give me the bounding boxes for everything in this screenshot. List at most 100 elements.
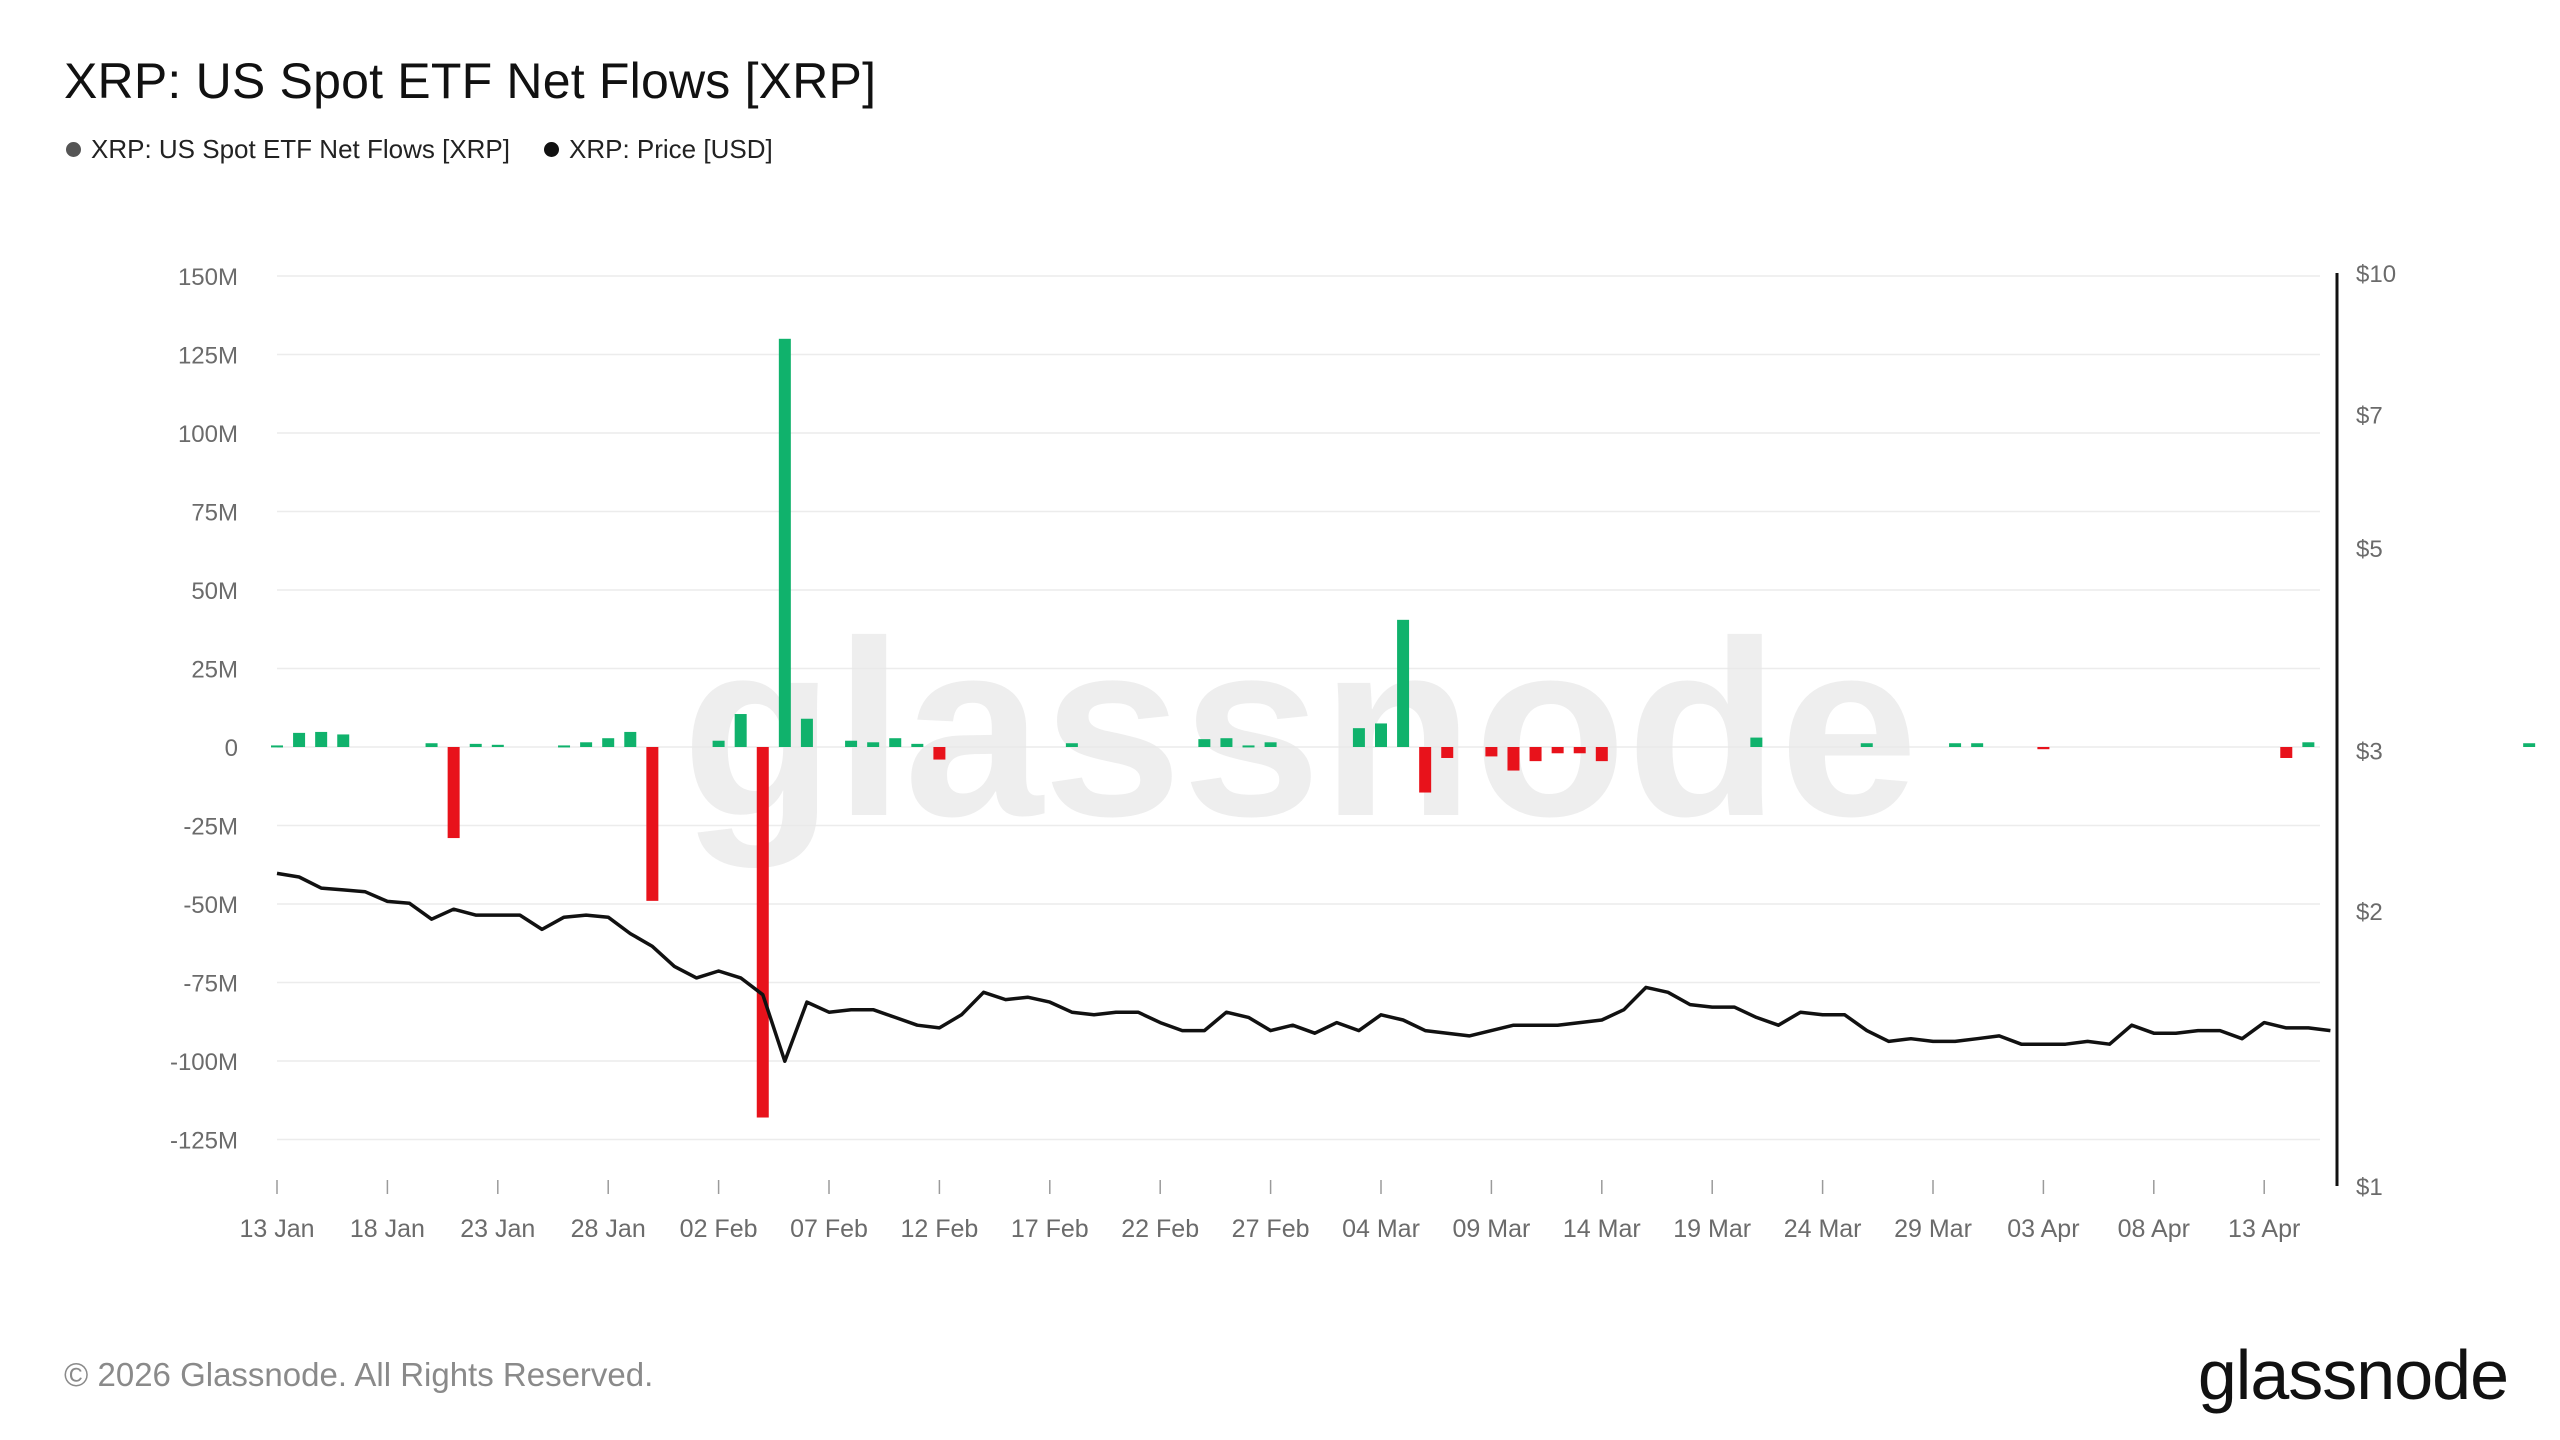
- flow-bar[interactable]: [1971, 743, 1984, 747]
- x-tick-label: 09 Mar: [1452, 1215, 1530, 1243]
- flow-bar[interactable]: [1242, 745, 1255, 748]
- x-tick-label: 14 Mar: [1563, 1215, 1641, 1243]
- y-right-tick-label: $2: [2356, 899, 2383, 926]
- x-tick-label: 04 Mar: [1342, 1215, 1420, 1243]
- x-tick-label: 17 Feb: [1011, 1215, 1089, 1243]
- flow-bar[interactable]: [1220, 738, 1233, 747]
- x-tick-label: 27 Feb: [1232, 1215, 1310, 1243]
- flow-bar[interactable]: [933, 747, 946, 760]
- x-tick-label: 24 Mar: [1784, 1215, 1862, 1243]
- x-tick-label: 13 Apr: [2228, 1215, 2300, 1243]
- chart-title: XRP: US Spot ETF Net Flows [XRP]: [64, 53, 877, 109]
- bars-layer: [271, 338, 2536, 1118]
- flow-bar[interactable]: [315, 731, 328, 747]
- legend-item-net-flows[interactable]: XRP: US Spot ETF Net Flows [XRP]: [66, 134, 510, 165]
- flow-bar[interactable]: [911, 743, 924, 747]
- x-tick-label: 03 Apr: [2007, 1215, 2079, 1243]
- flow-bar[interactable]: [491, 744, 504, 747]
- flow-bar[interactable]: [867, 742, 880, 747]
- x-tick-label: 22 Feb: [1121, 1215, 1199, 1243]
- flow-bar[interactable]: [2280, 747, 2293, 758]
- flow-bar[interactable]: [447, 747, 460, 839]
- flow-bar[interactable]: [1949, 743, 1962, 747]
- x-tick-label: 02 Feb: [680, 1215, 758, 1243]
- watermark: glassnode: [682, 589, 1918, 868]
- legend-label-price: XRP: Price [USD]: [569, 134, 773, 164]
- flow-bar[interactable]: [1573, 747, 1586, 754]
- grid-layer: [277, 275, 2320, 1141]
- flow-bar[interactable]: [1595, 747, 1608, 762]
- legend-dot-net-flows: [66, 142, 81, 157]
- y-left-tick-label: -50M: [183, 892, 238, 919]
- flow-bar[interactable]: [1860, 743, 1873, 747]
- flow-bar[interactable]: [469, 743, 482, 747]
- flow-bar[interactable]: [580, 742, 593, 747]
- flow-bar[interactable]: [1750, 737, 1763, 747]
- axes-layer: 150M 125M 100M 75M 50M 25M 0 -25M -50M -75M -100M -…: [170, 261, 2396, 1243]
- y-right-tick-label: $7: [2356, 402, 2383, 429]
- x-tick-label: 29 Mar: [1894, 1215, 1972, 1243]
- flow-bar[interactable]: [1419, 747, 1432, 793]
- flow-bar[interactable]: [734, 714, 747, 747]
- x-tick-label: 12 Feb: [900, 1215, 978, 1243]
- y-left-tick-label: 125M: [178, 343, 238, 370]
- flow-bar[interactable]: [1065, 743, 1078, 747]
- x-tick-label: 13 Jan: [239, 1215, 314, 1243]
- y-left-tick-label: -75M: [183, 971, 238, 998]
- y-left-tick-label: -100M: [170, 1049, 238, 1076]
- y-left-tick-label: 0: [225, 735, 238, 762]
- flow-bar[interactable]: [1198, 739, 1211, 747]
- flow-bar[interactable]: [2523, 743, 2536, 747]
- legend-item-price[interactable]: XRP: Price [USD]: [544, 134, 773, 165]
- copyright-footer: © 2026 Glassnode. All Rights Reserved.: [64, 1356, 654, 1393]
- x-tick-label: 18 Jan: [350, 1215, 425, 1243]
- legend-dot-price: [544, 142, 559, 157]
- flow-bar[interactable]: [1397, 619, 1410, 747]
- flow-bar[interactable]: [602, 738, 615, 747]
- flow-bar[interactable]: [1551, 747, 1564, 754]
- y-right-tick-label: $1: [2356, 1174, 2383, 1201]
- y-right-tick-label: $10: [2356, 261, 2396, 288]
- y-right-tick-label: $5: [2356, 536, 2383, 563]
- flow-bar[interactable]: [778, 338, 791, 747]
- y-left-tick-label: -25M: [183, 814, 238, 841]
- x-tick-label: 08 Apr: [2118, 1215, 2190, 1243]
- flow-bar[interactable]: [1529, 747, 1542, 762]
- flow-bar[interactable]: [2302, 742, 2315, 747]
- flow-bar[interactable]: [1352, 728, 1365, 747]
- y-left-tick-label: 50M: [191, 578, 238, 605]
- flow-bar[interactable]: [756, 747, 769, 1118]
- x-tick-label: 07 Feb: [790, 1215, 868, 1243]
- flow-bar[interactable]: [1507, 747, 1520, 771]
- y-left-tick-label: -125M: [170, 1128, 238, 1155]
- legend: XRP: US Spot ETF Net Flows [XRP] XRP: Pr…: [66, 134, 773, 165]
- flow-bar[interactable]: [337, 734, 350, 747]
- flow-bar[interactable]: [1264, 742, 1277, 747]
- legend-label-net-flows: XRP: US Spot ETF Net Flows [XRP]: [91, 134, 510, 164]
- x-tick-label: 23 Jan: [460, 1215, 535, 1243]
- flow-bar[interactable]: [845, 740, 858, 747]
- y-left-tick-label: 75M: [191, 500, 238, 527]
- flow-bar[interactable]: [2037, 747, 2050, 750]
- flow-bar[interactable]: [800, 718, 813, 747]
- flow-bar[interactable]: [271, 745, 283, 748]
- flow-bar[interactable]: [889, 738, 902, 747]
- y-left-tick-label: 100M: [178, 421, 238, 448]
- flow-bar[interactable]: [425, 743, 438, 747]
- flow-bar[interactable]: [1375, 723, 1387, 747]
- x-tick-label: 19 Mar: [1673, 1215, 1751, 1243]
- flow-bar[interactable]: [293, 732, 306, 747]
- y-left-tick-label: 150M: [178, 264, 238, 291]
- glassnode-logo: glassnode: [2197, 1336, 2509, 1414]
- flow-bar[interactable]: [624, 731, 637, 747]
- y-left-tick-label: 25M: [191, 657, 238, 684]
- flow-bar[interactable]: [558, 745, 571, 748]
- y-right-tick-label: $3: [2356, 738, 2383, 765]
- flow-bar[interactable]: [712, 740, 725, 747]
- x-tick-label: 28 Jan: [571, 1215, 646, 1243]
- price-line[interactable]: [276, 871, 2331, 1063]
- flow-bar[interactable]: [1485, 747, 1498, 757]
- flow-bar[interactable]: [1441, 747, 1454, 758]
- flow-bar[interactable]: [646, 747, 659, 901]
